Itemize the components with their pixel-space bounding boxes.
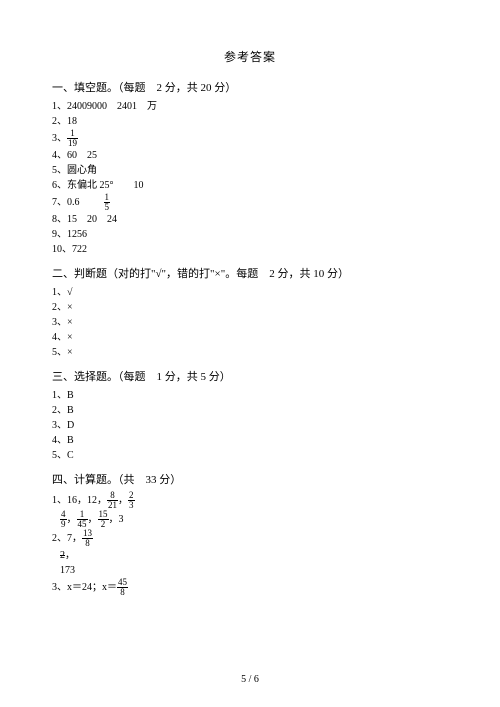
- s1-line3: 3、119: [52, 129, 448, 148]
- fraction-2-3: 23: [128, 491, 135, 510]
- s1-l7-prefix: 7、0.6: [52, 197, 90, 208]
- s1-line7: 7、0.6 15: [52, 193, 448, 212]
- s2-line5: 5、×: [52, 345, 448, 360]
- fraction-15-2: 152: [98, 510, 109, 529]
- s3-line3: 3、D: [52, 418, 448, 433]
- s4-line3c: 173: [52, 563, 448, 578]
- s3-line4: 4、B: [52, 433, 448, 448]
- comma: ，: [67, 514, 77, 525]
- comma: ，: [118, 495, 128, 506]
- s4-l4-prefix: 3、x＝24；x＝: [52, 582, 117, 593]
- fraction-13-8: 138: [82, 529, 93, 548]
- fraction-8-21: 821: [107, 491, 118, 510]
- s4-line4: 3、x＝24；x＝458: [52, 578, 448, 597]
- s4-l3-prefix: 2、7，: [52, 533, 82, 544]
- s1-line2: 2、18: [52, 114, 448, 129]
- comma: ，: [65, 550, 75, 561]
- s1-line8: 8、15 20 24: [52, 212, 448, 227]
- s1-l3-prefix: 3、: [52, 133, 67, 144]
- s4-line1: 1、16，12，821，23: [52, 491, 448, 510]
- comma: ，: [88, 514, 98, 525]
- fraction-1-45: 145: [77, 510, 88, 529]
- s2-line4: 4、×: [52, 330, 448, 345]
- s1-line1: 1、24009000 2401 万: [52, 99, 448, 114]
- s3-line5: 5、C: [52, 448, 448, 463]
- s1-line6: 6、东偏北 25° 10: [52, 178, 448, 193]
- s1-line5: 5、圆心角: [52, 163, 448, 178]
- fraction-45-8: 458: [117, 578, 128, 597]
- s1-line4: 4、60 25: [52, 148, 448, 163]
- s3-line2: 2、B: [52, 403, 448, 418]
- section-4-heading: 四、计算题。（共 33 分）: [52, 471, 448, 487]
- s2-line1: 1、√: [52, 285, 448, 300]
- s4-line3a: 2、7，138: [52, 529, 448, 548]
- page-number: 5 / 6: [0, 674, 500, 685]
- s2-line2: 2、×: [52, 300, 448, 315]
- s3-line1: 1、B: [52, 388, 448, 403]
- section-2-heading: 二、判断题（对的打"√"，错的打"×"。每题 2 分，共 10 分）: [52, 265, 448, 281]
- s4-l3c-val: 173: [60, 565, 75, 576]
- s1-line10: 10、722: [52, 242, 448, 257]
- fraction-1-5: 15: [104, 193, 111, 212]
- section-1-heading: 一、填空题。（每题 2 分，共 20 分）: [52, 79, 448, 95]
- fraction-1-19: 119: [67, 129, 78, 148]
- s4-line3b: 2，: [52, 548, 448, 563]
- s1-line9: 9、1256: [52, 227, 448, 242]
- s4-line2: 49，145，152，3: [52, 510, 448, 529]
- section-3-heading: 三、选择题。（每题 1 分，共 5 分）: [52, 368, 448, 384]
- s4-l1-prefix: 1、16，12，: [52, 495, 107, 506]
- s2-line3: 3、×: [52, 315, 448, 330]
- s4-l2-tail: ，3: [109, 514, 124, 525]
- page-title: 参考答案: [52, 48, 448, 65]
